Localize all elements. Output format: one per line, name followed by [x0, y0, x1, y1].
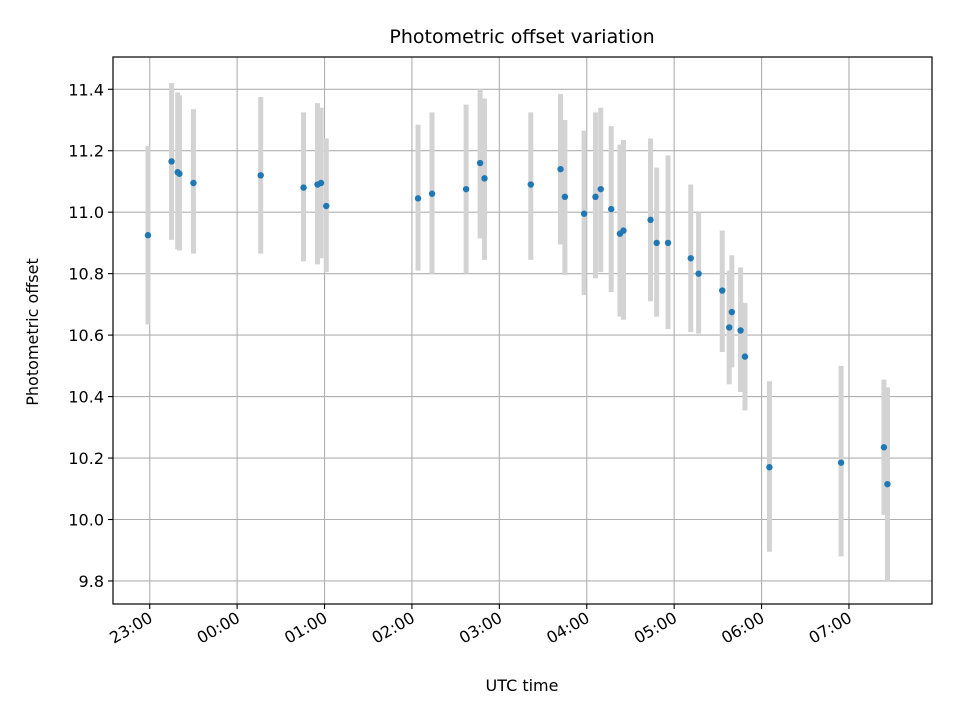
- data-point: [664, 239, 672, 247]
- chart-title: Photometric offset variation: [389, 26, 654, 48]
- data-point: [884, 480, 891, 488]
- data-point: [323, 202, 330, 210]
- data-point: [462, 185, 470, 193]
- y-tick-label: 10.0: [68, 510, 104, 529]
- data-point: [592, 193, 599, 201]
- data-point: [144, 232, 152, 239]
- y-tick-label: 10.6: [68, 326, 104, 345]
- data-point: [168, 158, 175, 165]
- data-point: [719, 287, 726, 294]
- data-point: [597, 185, 604, 193]
- y-tick-label: 11.0: [68, 203, 104, 222]
- data-point: [726, 324, 733, 331]
- y-tick-label: 10.2: [68, 449, 104, 468]
- y-tick-label: 9.8: [79, 572, 104, 591]
- y-tick-label: 10.8: [68, 265, 104, 284]
- data-point: [414, 195, 422, 202]
- data-point: [476, 159, 484, 167]
- data-point: [608, 205, 615, 213]
- data-point: [580, 210, 588, 217]
- data-point: [561, 193, 569, 201]
- data-point: [620, 227, 627, 234]
- data-point: [687, 255, 694, 262]
- data-point: [527, 181, 535, 188]
- data-point: [766, 464, 773, 471]
- y-axis-label: Photometric offset: [23, 258, 42, 406]
- data-point: [428, 190, 436, 197]
- data-point: [737, 327, 744, 334]
- data-point: [695, 270, 702, 277]
- data-point: [653, 239, 660, 247]
- y-tick-label: 11.4: [68, 80, 104, 99]
- y-tick-label: 11.2: [68, 142, 104, 161]
- data-point: [880, 444, 888, 451]
- data-point: [557, 165, 564, 173]
- y-axis-ticks: 9.8 10.0 10.2 10.4 10.6 10.8 11.0 11.2 11.4: [68, 80, 113, 591]
- data-point: [741, 353, 749, 360]
- data-point: [300, 184, 307, 191]
- data-point: [257, 172, 264, 179]
- data-point: [190, 179, 197, 187]
- plot-area-frame: [112, 56, 933, 605]
- data-point: [837, 459, 845, 466]
- data-point: [176, 170, 183, 177]
- data-point: [728, 308, 736, 316]
- data-point: [647, 216, 654, 224]
- data-point: [481, 175, 488, 182]
- x-axis-label: UTC time: [486, 676, 559, 695]
- y-tick-label: 10.4: [68, 388, 104, 407]
- data-point: [317, 179, 325, 187]
- data-points: [144, 158, 891, 488]
